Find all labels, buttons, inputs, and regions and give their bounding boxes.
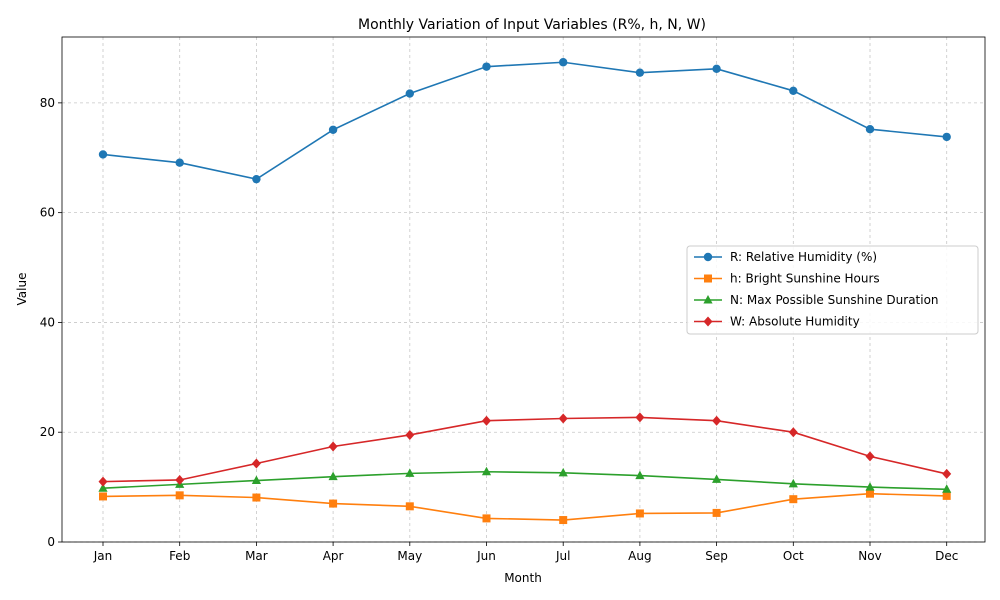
legend-item: N: Max Possible Sunshine Duration [694,293,939,307]
y-tick-label: 60 [40,206,55,220]
series-layer [98,58,952,525]
chart-title: Monthly Variation of Input Variables (R%… [358,17,706,33]
series-1 [98,58,951,184]
data-point [98,483,108,492]
data-point [482,415,491,426]
data-point [559,516,568,525]
data-point [175,158,184,167]
legend-label: R: Relative Humidity (%) [730,250,877,264]
x-tick-label: Sep [705,549,728,563]
legend-item: R: Relative Humidity (%) [694,250,877,264]
data-point [712,508,721,517]
data-point [866,489,874,498]
legend-label: N: Max Possible Sunshine Duration [730,293,939,307]
data-point [328,441,338,452]
data-point [635,412,645,423]
data-point [175,474,185,485]
x-tick-label: Oct [783,549,804,563]
data-point [252,174,261,184]
x-tick-label: Aug [628,549,651,563]
y-tick-label: 0 [47,535,55,549]
x-tick-label: Feb [169,549,190,563]
data-point [405,89,414,98]
series-line [102,416,947,483]
data-point [789,86,798,95]
y-tick-label: 40 [40,315,55,329]
data-point [712,415,722,426]
data-point [405,502,414,511]
data-point [942,484,952,493]
legend-item: h: Bright Sunshine Hours [694,272,880,286]
data-point [251,458,261,469]
data-point [252,493,261,502]
x-tick-label: Jun [476,549,496,563]
data-point [482,514,491,523]
x-tick-label: Jan [93,549,113,563]
legend-marker [703,295,713,304]
data-point [712,474,722,483]
series-3 [98,466,952,493]
legend-marker [703,316,713,327]
x-axis: Jan Feb Mar Apr May Jun Jul Aug Sep Oct Nov Dec [93,542,958,563]
data-point [558,467,568,477]
data-point [175,491,184,500]
data-point [788,427,798,438]
data-point [482,62,491,71]
data-point [635,68,645,77]
legend-marker [704,274,712,283]
data-point [942,491,951,500]
data-point [865,125,875,134]
data-point [942,468,952,479]
x-tick-label: Nov [858,549,881,563]
data-point [635,509,644,518]
data-point [405,468,415,477]
x-axis-title: Month [504,571,542,585]
data-point [481,466,492,476]
y-tick-label: 20 [40,425,55,439]
data-point [559,58,568,67]
legend: R: Relative Humidity (%) h: Bright Sunshi… [686,245,979,335]
x-tick-label: Jul [555,549,570,563]
legend-marker [703,252,713,262]
data-point [635,470,645,480]
y-axis-title: Value [15,273,29,306]
series-line [102,470,947,491]
data-point [942,132,951,142]
data-point [558,413,568,424]
legend-box [686,245,979,335]
x-tick-label: May [397,549,422,563]
data-point [99,492,107,501]
series-4 [98,412,952,487]
data-point [789,495,798,504]
x-tick-label: Mar [245,549,268,563]
plot-area-frame [61,36,986,543]
data-point [865,482,875,491]
data-point [865,451,875,462]
data-point [98,150,108,159]
data-point [712,64,721,74]
legend-label: h: Bright Sunshine Hours [730,272,880,286]
series-line [102,61,947,181]
y-tick-label: 80 [40,96,55,110]
legend-label: W: Absolute Humidity [730,315,860,329]
data-point [328,125,338,134]
y-axis: 0 20 40 60 80 [40,96,62,549]
data-point [405,429,415,440]
series-2 [99,489,951,525]
x-tick-label: Apr [323,549,344,563]
data-point [251,475,261,485]
data-point [788,478,798,488]
data-point [329,499,338,508]
data-point [328,471,338,481]
data-point [98,476,108,487]
series-line [102,492,947,521]
x-tick-label: Dec [935,549,958,563]
legend-item: W: Absolute Humidity [694,315,860,329]
